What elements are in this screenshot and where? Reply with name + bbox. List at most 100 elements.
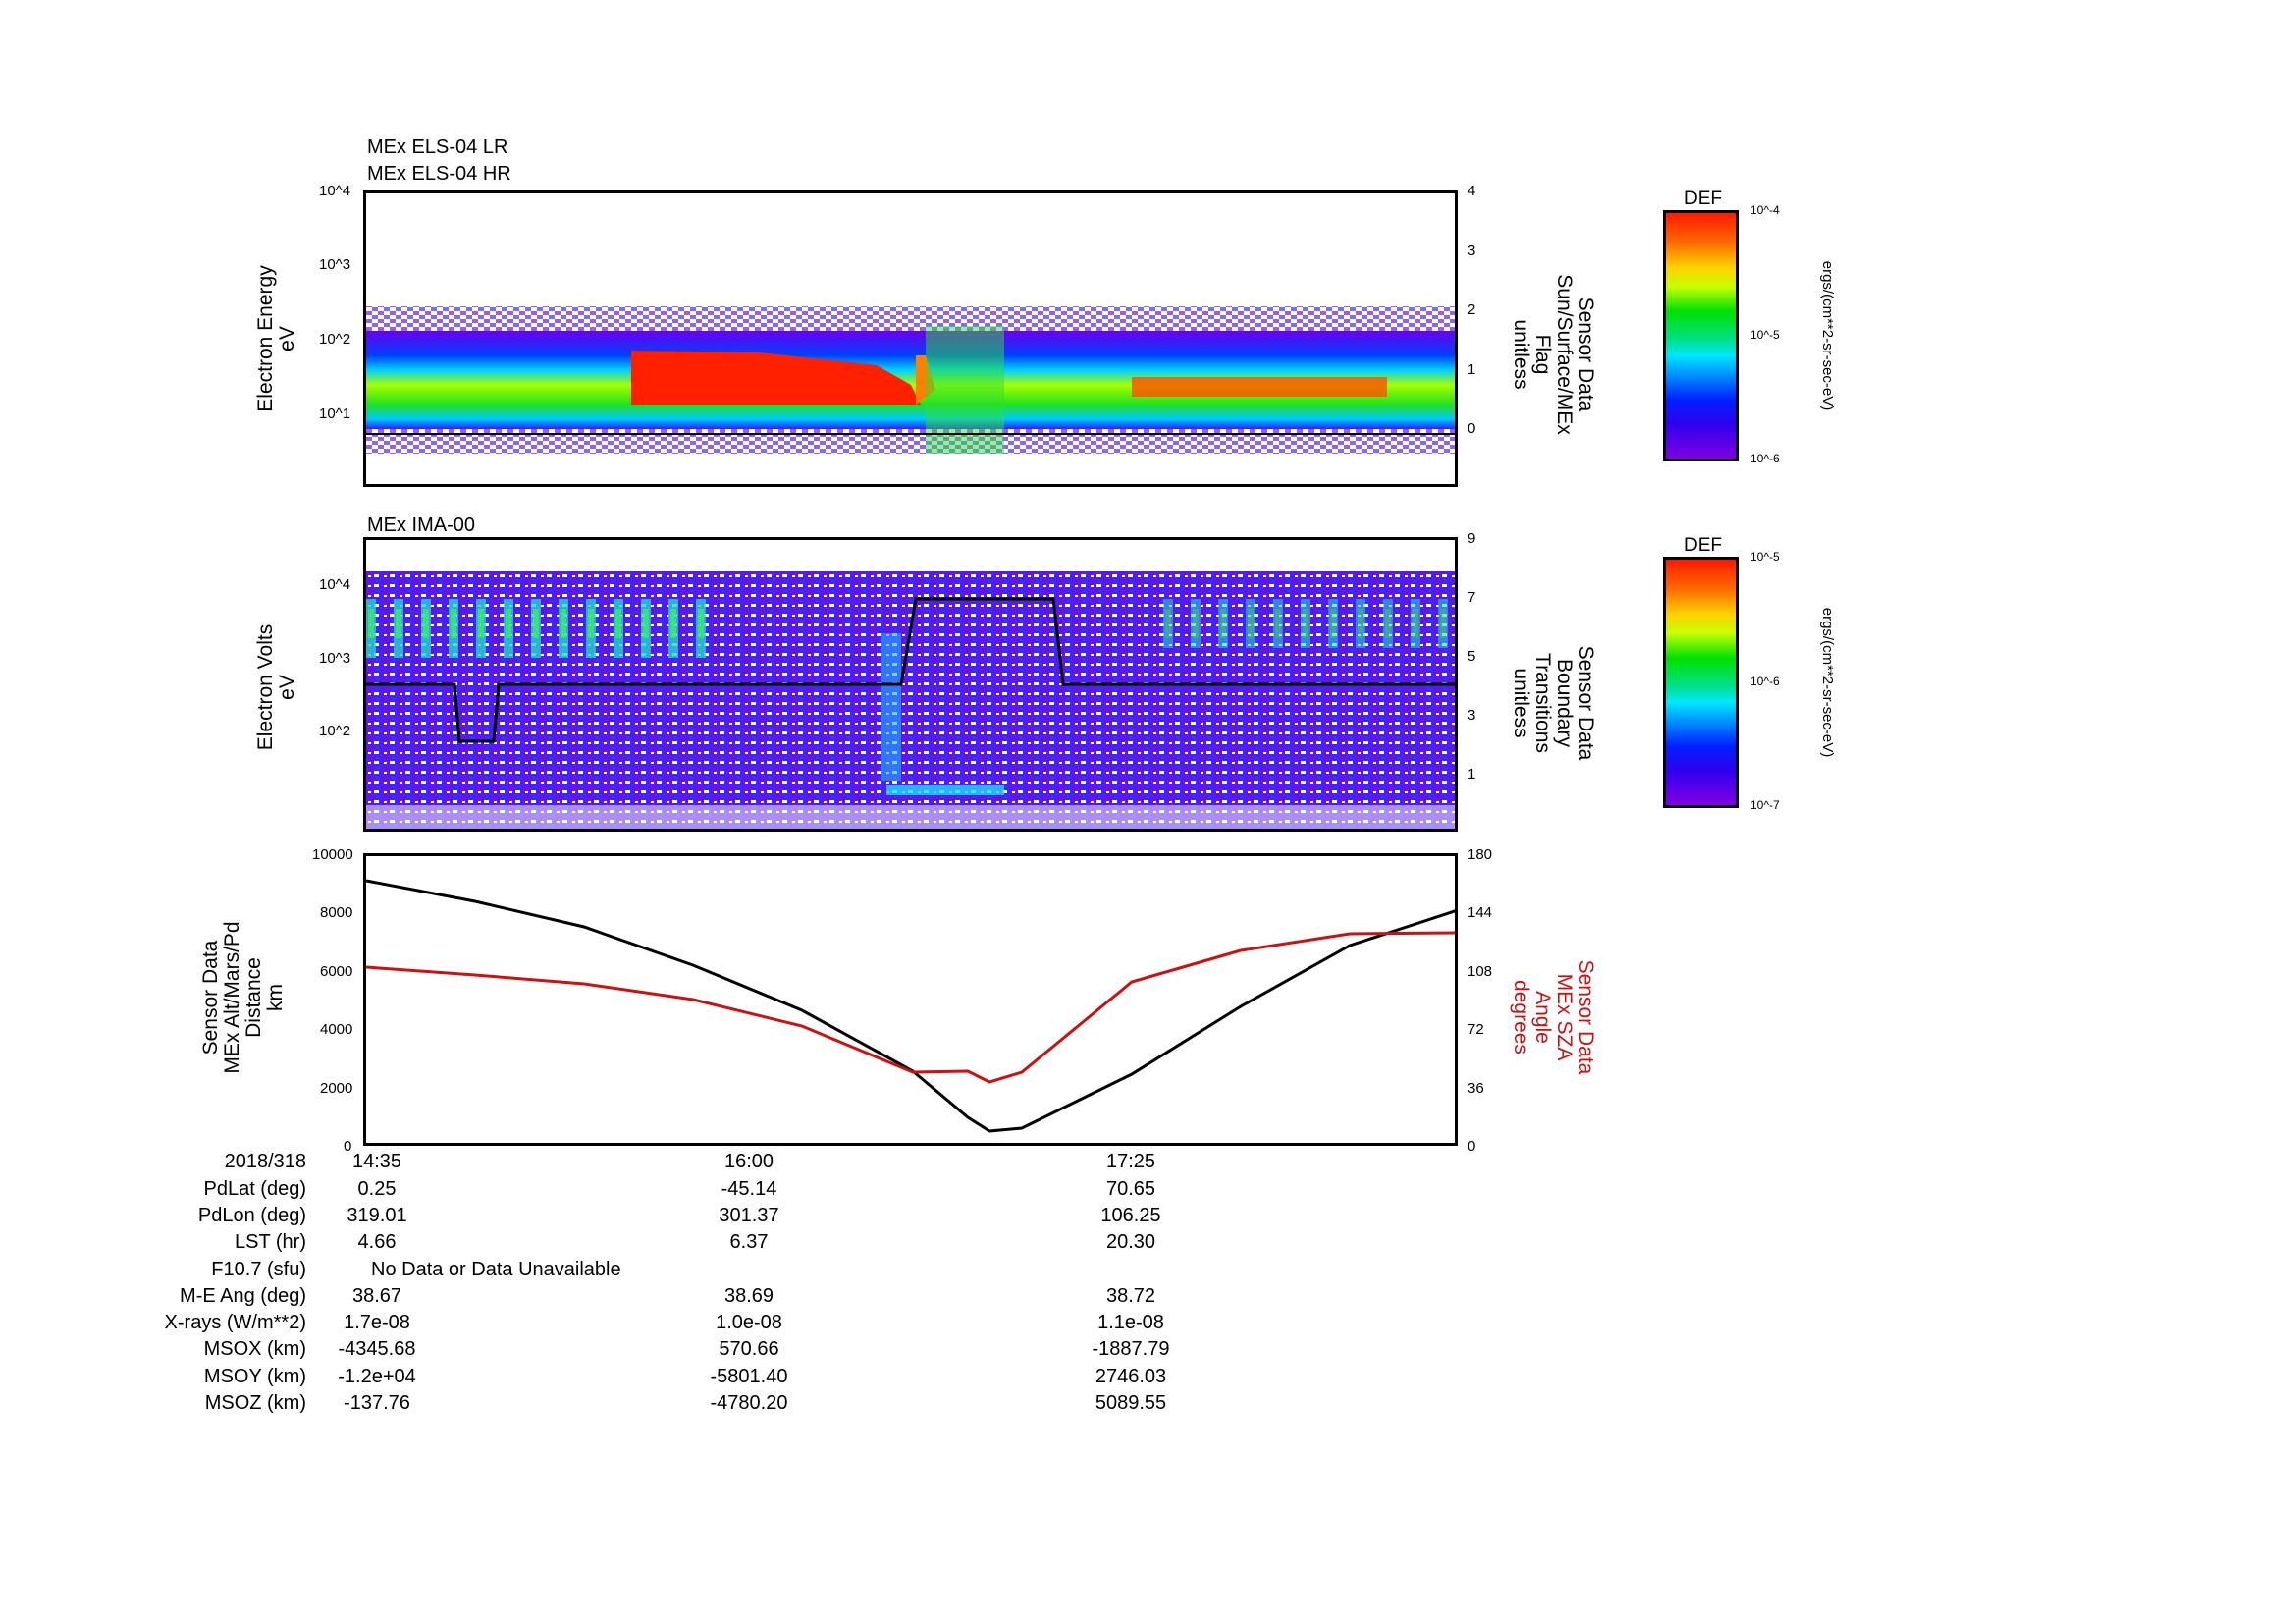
axis-label-line: Sun/Surface/MEx — [1553, 274, 1575, 435]
eph-c1-meang: 38.67 — [351, 1285, 402, 1307]
panel2-rtick-9: 9 — [1468, 530, 1476, 547]
altitude-line — [366, 879, 1455, 1133]
colorbar2-unit: ergs/(cm**2-sr-sec-eV) — [1819, 607, 1836, 758]
panel3-ytick-4000: 4000 — [320, 1021, 353, 1038]
axis-label-line: eV — [276, 326, 298, 352]
panel1-ytick-1e2: 10^2 — [319, 331, 351, 348]
axis-label-line: MEx Alt/Mars/Pd — [221, 921, 243, 1074]
axis-label-line: eV — [276, 675, 298, 700]
eph-c1-pdlat: 0.25 — [357, 1178, 397, 1200]
panel1-left-axis-label: Electron Energy eV — [254, 241, 304, 437]
eph-c2-xrays: 1.0e-08 — [716, 1312, 782, 1333]
axis-label-line: unitless — [1510, 668, 1532, 738]
panel1-rtick-0: 0 — [1468, 420, 1476, 437]
axis-label-line: unitless — [1510, 319, 1532, 390]
colorbar1-bottom: 10^-6 — [1750, 452, 1780, 465]
eph-c3-pdlon: 106.25 — [1100, 1205, 1161, 1226]
sza-line — [366, 931, 1455, 1084]
panel1-rtick-1: 1 — [1468, 361, 1476, 378]
colorbar1-mid: 10^-5 — [1750, 328, 1780, 342]
eph-label-date: 2018/318 — [224, 1151, 306, 1172]
eph-c2-time: 16:00 — [723, 1151, 774, 1172]
colorbar1-title: DEF — [1684, 189, 1722, 209]
colorbar2-top: 10^-5 — [1750, 550, 1780, 564]
colorbar2-bottom: 10^-7 — [1750, 798, 1780, 812]
eph-label-f107: F10.7 (sfu) — [211, 1259, 306, 1280]
panel1-rtick-4: 4 — [1468, 183, 1476, 199]
colorbar2-title: DEF — [1684, 535, 1722, 556]
eph-c2-meang: 38.69 — [723, 1285, 774, 1307]
panel2-ytick-1e3: 10^3 — [319, 650, 351, 667]
panel2-rtick-7: 7 — [1468, 589, 1476, 606]
panel3-rtick-36: 36 — [1468, 1080, 1484, 1097]
panel3-right-axis-label: Sensor Data MEx SZA Angle degrees — [1506, 919, 1597, 1115]
eph-c2-msoz: -4780.20 — [710, 1392, 788, 1414]
eph-label-msoy: MSOY (km) — [203, 1366, 306, 1387]
eph-c3-time: 17:25 — [1105, 1151, 1156, 1172]
eph-c3-msox: -1887.79 — [1092, 1338, 1170, 1360]
panel1-heatmap — [366, 306, 1455, 454]
eph-label-pdlon: PdLon (deg) — [197, 1205, 306, 1226]
panel3-ytick-10000: 10000 — [312, 846, 353, 863]
axis-label-line: km — [264, 984, 287, 1011]
eph-c3-pdlat: 70.65 — [1105, 1178, 1156, 1200]
axis-label-line: Sensor Data — [199, 940, 222, 1055]
panel1-title-2: MEx ELS-04 HR — [367, 163, 511, 185]
eph-c1-time: 14:35 — [351, 1151, 402, 1172]
eph-label-meang: M-E Ang (deg) — [180, 1285, 306, 1307]
axis-label-line: Boundary — [1553, 659, 1575, 747]
panel3-ytick-0: 0 — [344, 1138, 352, 1155]
panel3-left-axis-label: Sensor Data MEx Alt/Mars/Pd Distance km — [199, 899, 291, 1096]
eph-c1-lst: 4.66 — [357, 1231, 397, 1253]
panel3-rtick-180: 180 — [1468, 846, 1493, 863]
axis-label-line: Angle — [1531, 991, 1554, 1044]
panel1-ytick-1e1: 10^1 — [319, 406, 351, 422]
axis-label-line: Distance — [242, 957, 265, 1038]
eph-c2-msoy: -5801.40 — [710, 1366, 788, 1387]
eph-label-pdlat: PdLat (deg) — [203, 1178, 306, 1200]
eph-c3-msoz: 5089.55 — [1095, 1392, 1167, 1414]
panel1-rtick-3: 3 — [1468, 243, 1476, 259]
panel3-ytick-8000: 8000 — [320, 904, 353, 921]
eph-c1-xrays: 1.7e-08 — [344, 1312, 410, 1333]
panel2-rtick-1: 1 — [1468, 766, 1476, 783]
panel3-lineplot — [363, 853, 1458, 1146]
axis-label-line: Electron Energy — [254, 265, 277, 412]
axis-label-line: Flag — [1531, 334, 1554, 375]
panel1-ytick-1e3: 10^3 — [319, 256, 351, 273]
panel2-left-axis-label: Electron Volts eV — [254, 589, 304, 785]
panel1-ytick-1e4: 10^4 — [319, 183, 351, 199]
panel1-title-1: MEx ELS-04 LR — [367, 136, 508, 158]
axis-label-line: MEx SZA — [1553, 973, 1575, 1061]
axis-label-line: degrees — [1510, 980, 1532, 1055]
eph-c1-pdlon: 319.01 — [347, 1205, 407, 1226]
colorbar2-mid: 10^-6 — [1750, 675, 1780, 688]
panel1-spectrogram — [363, 190, 1458, 487]
axis-label-line: Sensor Data — [1575, 959, 1597, 1075]
eph-label-msox: MSOX (km) — [203, 1338, 306, 1360]
panel3-ytick-2000: 2000 — [320, 1080, 353, 1097]
panel1-right-axis-label: Sensor Data Sun/Surface/MEx Flag unitles… — [1506, 256, 1597, 453]
eph-c2-msox: 570.66 — [719, 1338, 779, 1360]
axis-label-line: Sensor Data — [1575, 645, 1597, 761]
eph-c1-msoy: -1.2e+04 — [338, 1366, 416, 1387]
eph-c3-msoy: 2746.03 — [1095, 1366, 1167, 1387]
eph-c3-xrays: 1.1e-08 — [1097, 1312, 1164, 1333]
panel2-ytick-1e2: 10^2 — [319, 723, 351, 739]
eph-c1-msox: -4345.68 — [338, 1338, 416, 1360]
panel3-rtick-144: 144 — [1468, 904, 1493, 921]
panel2-right-axis-label: Sensor Data Boundary Transitions unitles… — [1506, 605, 1597, 801]
panel3-ytick-6000: 6000 — [320, 963, 353, 980]
eph-c3-meang: 38.72 — [1105, 1285, 1156, 1307]
panel3-lines — [366, 879, 1455, 1133]
eph-label-msoz: MSOZ (km) — [204, 1392, 306, 1414]
panel2-rtick-5: 5 — [1468, 648, 1476, 665]
colorbar1-top: 10^-4 — [1750, 203, 1780, 217]
panel2-heatmap — [366, 571, 1455, 829]
axis-label-line: Sensor Data — [1575, 297, 1597, 412]
eph-f107-note: No Data or Data Unavailable — [371, 1259, 621, 1280]
colorbar1 — [1663, 210, 1739, 461]
colorbar1-unit: ergs/(cm**2-sr-sec-eV) — [1819, 260, 1836, 411]
panel2-rtick-3: 3 — [1468, 707, 1476, 724]
panel2-ytick-1e4: 10^4 — [319, 576, 351, 593]
